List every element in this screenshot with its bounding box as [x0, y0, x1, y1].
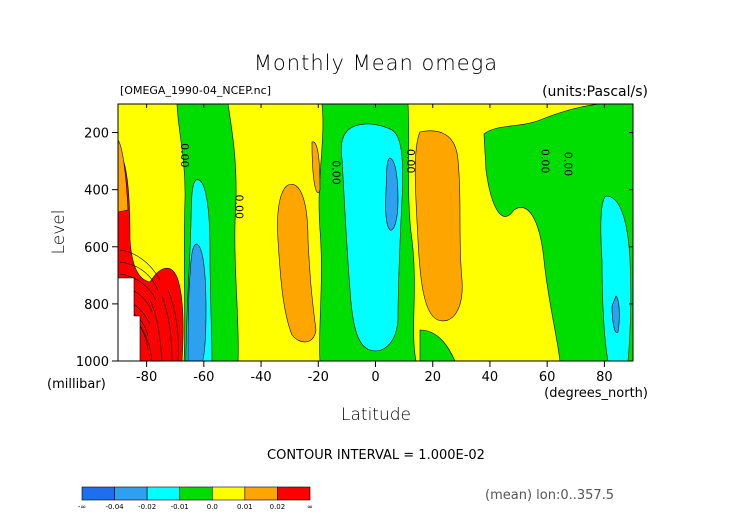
region-green-south-edge: [419, 329, 456, 361]
missing-data-region: [118, 277, 141, 361]
chart-title: Monthly Mean omega: [254, 51, 498, 75]
x-tick-label: -20: [308, 370, 329, 385]
colorbar-level-label: 0.02: [270, 503, 286, 511]
x-tick-label: 80: [596, 370, 613, 385]
colorbar-level-label: -0.04: [106, 503, 125, 511]
colorbar-level-label: -0.02: [138, 503, 156, 511]
colorbar-level-label: 0.01: [237, 503, 253, 511]
contour-fills: [118, 104, 633, 361]
colorbar-swatch: [277, 486, 311, 501]
mean-text: (mean) lon:0..357.5: [485, 488, 614, 503]
y-tick-label: 1000: [76, 355, 109, 370]
x-tick-label: -60: [193, 370, 214, 385]
colorbar-level-label: -0.01: [171, 503, 189, 511]
zero-contour-label: 0.00: [330, 160, 343, 185]
y-tick-label: 400: [84, 184, 109, 199]
x-tick-label: 60: [539, 370, 556, 385]
zero-contour-label: 0.00: [232, 195, 245, 220]
x-units-label: (degrees_north): [544, 386, 648, 401]
colorbar-end-label: -∞: [78, 503, 86, 511]
zero-contour-labels: 0.00 0.00 0.00 0.00 0.00 0.00: [178, 143, 574, 219]
region-orange-southern: [277, 183, 317, 343]
region-blue-northern: [611, 295, 620, 333]
colorbar-swatch: [179, 486, 213, 501]
units-label: (units:Pascal/s): [542, 84, 648, 100]
x-axis: -80 -60 -40 -20 0 20 40 60 80: [136, 104, 613, 385]
zero-contour-label: 0.00: [178, 143, 191, 168]
zero-contour-label: 0.00: [404, 149, 417, 174]
x-tick-label: 0: [371, 370, 379, 385]
colorbar-end-label: ∞: [307, 503, 313, 511]
x-tick-label: 40: [482, 370, 499, 385]
region-orange-northern: [414, 130, 463, 322]
x-tick-label: -40: [250, 370, 271, 385]
y-axis: 200 400 600 800 1000: [76, 127, 633, 370]
y-units-label: (millibar): [47, 377, 106, 392]
file-label: [OMEGA_1990-04_NCEP.nc]: [120, 84, 271, 97]
region-blue-southern: [187, 243, 207, 361]
colorbar: -0.04 -0.02 -0.01 0.0 0.01 0.02 -∞ ∞: [78, 486, 313, 511]
contour-interval-text: CONTOUR INTERVAL = 1.000E-02: [267, 448, 485, 463]
y-tick-label: 800: [84, 298, 109, 313]
y-axis-label: Level: [49, 210, 69, 255]
y-tick-label: 200: [84, 127, 109, 142]
zero-contour-label: 0.00: [538, 149, 551, 174]
region-orange-small: [311, 141, 321, 193]
colorbar-swatch: [81, 486, 115, 501]
x-tick-label: -80: [136, 370, 157, 385]
colorbar-swatch: [211, 486, 246, 501]
region-blue-equatorial: [385, 157, 399, 231]
colorbar-swatch: [114, 486, 148, 501]
colorbar-swatch: [146, 486, 181, 501]
y-tick-label: 600: [84, 241, 109, 256]
region-cyan-northern: [600, 195, 632, 361]
x-tick-label: 20: [424, 370, 441, 385]
zero-contour-label: 0.00: [561, 152, 574, 177]
region-green-northern: [483, 104, 633, 361]
x-axis-label: Latitude: [341, 405, 411, 425]
region-orange-south-edge: [118, 139, 129, 213]
colorbar-swatch: [244, 486, 278, 501]
colorbar-level-label: 0.0: [207, 503, 218, 511]
